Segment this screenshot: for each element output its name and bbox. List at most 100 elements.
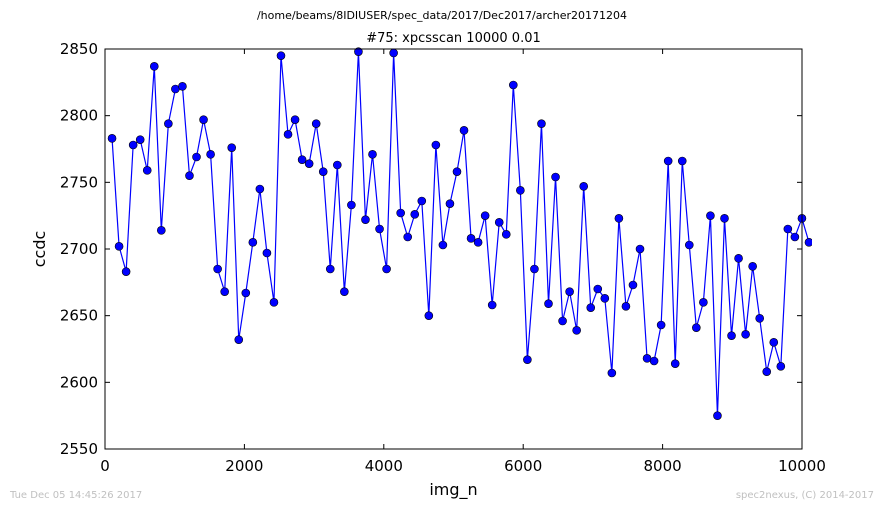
data-point: [213, 264, 222, 274]
data-point: [417, 196, 427, 206]
data-point: [107, 134, 117, 143]
x-tick-label: 4000: [365, 457, 403, 475]
data-point: [206, 150, 215, 159]
data-point: [516, 186, 525, 195]
data-point: [368, 150, 377, 159]
plot-frame: [104, 48, 803, 450]
y-tick-label: 2650: [60, 307, 98, 325]
data-point: [262, 248, 272, 258]
data-point: [269, 298, 279, 307]
x-tick-label: 2000: [225, 457, 263, 475]
y-tick-label: 2800: [60, 107, 98, 125]
data-point: [706, 211, 715, 220]
data-point: [149, 62, 159, 71]
data-point: [727, 331, 736, 340]
data-point: [501, 230, 511, 239]
y-axis-label: ccdc: [30, 231, 49, 268]
data-point: [544, 299, 553, 308]
data-point: [600, 294, 610, 303]
header-path: /home/beams/8IDIUSER/spec_data/2017/Dec2…: [257, 9, 627, 22]
data-point: [340, 287, 349, 296]
data-point: [248, 238, 258, 247]
data-point: [234, 335, 244, 344]
data-point: [347, 200, 356, 210]
data-point: [164, 119, 173, 128]
data-point: [361, 215, 370, 224]
data-point: [304, 159, 314, 168]
data-point: [142, 166, 152, 175]
data-point: [311, 119, 321, 128]
data-point: [424, 311, 434, 320]
data-point: [354, 47, 363, 56]
data-point: [318, 167, 328, 176]
data-point: [480, 211, 490, 220]
data-point: [762, 367, 772, 376]
data-point: [121, 267, 131, 276]
x-tick-label: 10000: [778, 457, 826, 475]
data-point: [199, 115, 208, 124]
data-point: [579, 182, 588, 191]
data-point: [670, 359, 680, 368]
data-point: [565, 287, 574, 296]
data-point: [241, 288, 251, 298]
data-point: [192, 152, 201, 162]
data-point: [459, 126, 469, 135]
y-tick-label: 2700: [60, 240, 98, 258]
data-point: [677, 156, 687, 166]
data-point: [438, 240, 448, 250]
data-point: [494, 218, 504, 227]
data-point: [783, 224, 793, 234]
series-line: [111, 51, 810, 416]
data-point: [157, 226, 166, 235]
data-point: [290, 115, 300, 124]
data-point: [509, 80, 518, 90]
data-point: [473, 238, 483, 247]
footer-credit: spec2nexus, (C) 2014-2017: [736, 490, 874, 501]
data-point: [445, 199, 455, 208]
data-point: [255, 184, 265, 194]
data-point: [790, 232, 800, 242]
data-point: [748, 262, 757, 271]
data-point: [572, 326, 581, 335]
data-point: [692, 323, 701, 332]
data-point: [283, 130, 293, 139]
data-point: [220, 287, 229, 296]
data-point: [734, 254, 743, 263]
data-point: [403, 232, 413, 242]
data-point: [769, 338, 779, 347]
data-point: [684, 240, 694, 250]
data-point: [487, 300, 497, 310]
y-tick-label: 2750: [60, 173, 98, 191]
data-point: [607, 368, 617, 378]
x-tick-label: 0: [100, 457, 110, 475]
data-point: [452, 167, 462, 176]
data-point: [227, 143, 237, 152]
data-point: [297, 155, 307, 164]
plot-area: [107, 47, 812, 420]
data-point: [178, 82, 187, 91]
data-point: [551, 172, 560, 182]
data-point: [333, 160, 342, 170]
data-point: [621, 302, 631, 311]
data-point: [431, 140, 441, 150]
data-point: [635, 244, 645, 254]
data-point: [135, 135, 145, 144]
data-point: [276, 51, 286, 60]
data-point: [586, 303, 596, 312]
data-point: [649, 356, 659, 366]
data-point: [713, 411, 722, 420]
data-point: [114, 242, 124, 251]
data-point: [741, 330, 750, 339]
data-point: [537, 119, 546, 128]
data-point: [663, 156, 673, 166]
x-tick-label: 6000: [504, 457, 542, 475]
data-point: [128, 140, 138, 150]
y-tick-label: 2600: [60, 373, 98, 391]
data-point: [466, 234, 476, 243]
x-axis-label: img_n: [429, 480, 477, 500]
data-point: [755, 314, 764, 323]
data-point: [720, 214, 729, 223]
data-point: [325, 264, 335, 274]
data-point: [410, 210, 420, 219]
